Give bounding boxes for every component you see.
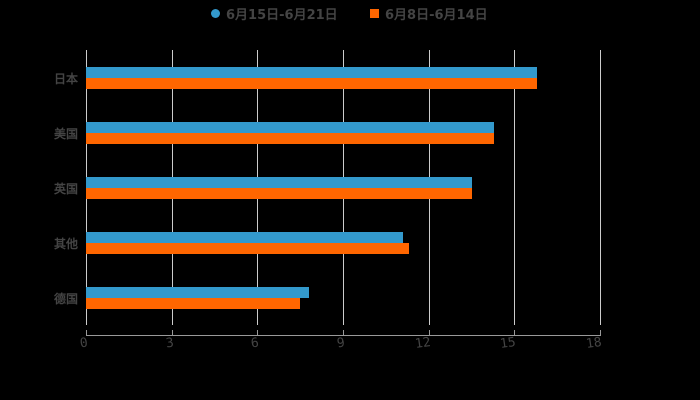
tick-label: 9 [335, 335, 346, 352]
tick-label: 12 [414, 334, 432, 353]
bar[interactable] [86, 133, 494, 144]
bar[interactable] [86, 67, 537, 78]
bar[interactable] [86, 298, 300, 309]
tick-label: 6 [249, 335, 260, 352]
tick-mark [86, 330, 87, 336]
tick-mark [343, 330, 344, 336]
bar[interactable] [86, 78, 537, 89]
tick-label: 18 [585, 334, 603, 353]
circle-marker-icon [211, 8, 220, 18]
tick-mark [600, 330, 601, 336]
legend-label: 6月8日-6月14日 [385, 7, 488, 23]
tick-label: 3 [164, 335, 175, 352]
legend-item-series-2[interactable]: 6月8日-6月14日 [370, 3, 488, 23]
legend-label: 6月15日-6月21日 [226, 7, 338, 23]
gridline [514, 50, 515, 325]
bar[interactable] [86, 232, 403, 243]
category-label: 其他 [53, 237, 78, 251]
tick-mark [514, 330, 515, 336]
gridline [600, 50, 601, 325]
category-label: 美国 [53, 127, 78, 141]
bar[interactable] [86, 287, 309, 298]
legend: 6月15日-6月21日 6月8日-6月14日 [0, 3, 700, 23]
tick-label: 0 [78, 335, 89, 352]
bar[interactable] [86, 177, 472, 188]
tick-label: 15 [499, 334, 517, 353]
bar[interactable] [86, 243, 409, 254]
bar[interactable] [86, 188, 472, 199]
bar[interactable] [86, 122, 494, 133]
tick-mark [172, 330, 173, 336]
tick-mark [257, 330, 258, 336]
legend-item-series-1[interactable]: 6月15日-6月21日 [211, 3, 338, 23]
x-axis-line [86, 335, 601, 336]
category-label: 英国 [53, 182, 78, 196]
category-label: 日本 [53, 72, 78, 86]
category-label: 德国 [53, 292, 78, 306]
square-marker-icon [370, 8, 379, 18]
tick-mark [429, 330, 430, 336]
